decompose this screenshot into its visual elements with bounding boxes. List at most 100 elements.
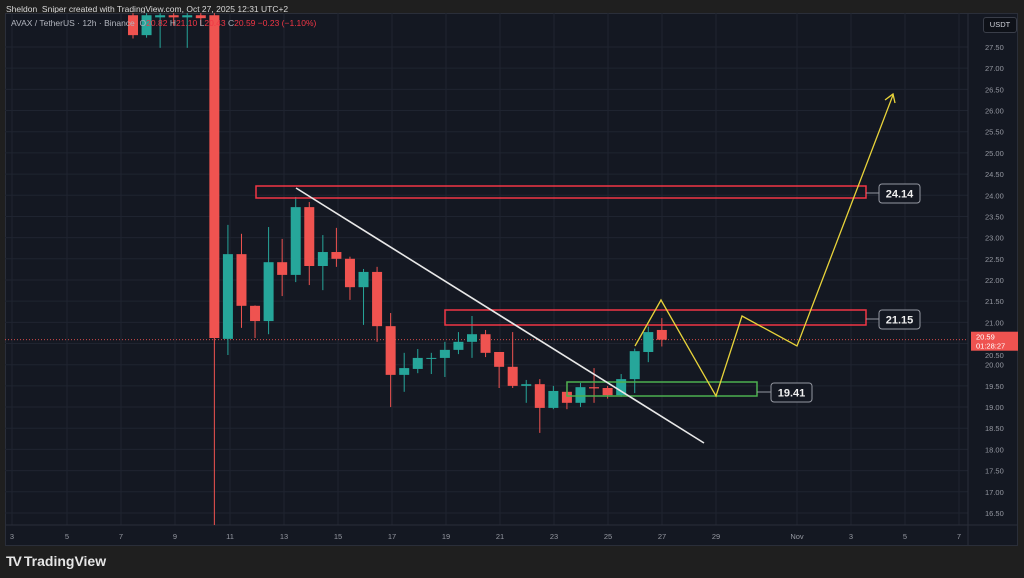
- currency-button[interactable]: USDT: [983, 17, 1017, 33]
- candle[interactable]: [616, 374, 627, 397]
- tradingview-logo[interactable]: TV TradingView: [6, 553, 106, 569]
- candle[interactable]: [548, 385, 559, 410]
- bar-countdown: 01:28:27: [976, 342, 1005, 351]
- candle-body: [141, 15, 152, 36]
- time-tick: Nov: [790, 532, 804, 541]
- candle[interactable]: [385, 313, 396, 408]
- time-tick: 19: [442, 532, 450, 541]
- candle-body: [439, 349, 450, 358]
- candle[interactable]: [331, 227, 342, 267]
- candle[interactable]: [656, 318, 667, 347]
- candle-body: [372, 271, 383, 327]
- candle[interactable]: [426, 352, 437, 375]
- candle[interactable]: [290, 196, 301, 283]
- candle[interactable]: [141, 13, 152, 38]
- time-tick: 7: [957, 532, 961, 541]
- candle[interactable]: [236, 233, 247, 328]
- candle[interactable]: [575, 382, 586, 408]
- candle[interactable]: [317, 235, 328, 291]
- candle-body: [128, 15, 138, 36]
- candle[interactable]: [399, 352, 410, 392]
- candle[interactable]: [629, 348, 640, 394]
- candle-body: [304, 207, 315, 267]
- time-tick: 11: [226, 532, 234, 541]
- candle[interactable]: [643, 326, 654, 363]
- price-tick: 22.00: [985, 276, 1004, 285]
- candle[interactable]: [372, 266, 383, 342]
- candle[interactable]: [128, 13, 138, 39]
- time-tick: 17: [388, 532, 396, 541]
- candle-body: [412, 357, 423, 369]
- candle[interactable]: [480, 329, 491, 358]
- time-tick: 15: [334, 532, 342, 541]
- time-axis: 3 5 7 9 11 13 15 17 19 21 23 25 27 29 Nov 3 5 7: [10, 532, 961, 541]
- candle-body: [182, 15, 193, 18]
- price-tick: 27.00: [985, 64, 1004, 73]
- candle[interactable]: [195, 13, 206, 26]
- price-tick: 25.00: [985, 149, 1004, 158]
- time-tick: 5: [65, 532, 69, 541]
- symbol-name[interactable]: AVAX / TetherUS · 12h · Binance: [11, 18, 135, 28]
- candle[interactable]: [182, 13, 193, 48]
- candle[interactable]: [222, 224, 233, 355]
- candle-body: [589, 387, 600, 389]
- price-tick: 24.00: [985, 191, 1004, 200]
- candle[interactable]: [494, 351, 505, 388]
- candle[interactable]: [358, 268, 369, 325]
- candle[interactable]: [250, 305, 261, 339]
- candle[interactable]: [344, 256, 355, 300]
- candle-body: [250, 305, 261, 322]
- candle-body: [480, 334, 491, 353]
- candle[interactable]: [277, 238, 288, 297]
- price-tick: 18.50: [985, 424, 1004, 433]
- candles: [128, 13, 667, 525]
- candle[interactable]: [453, 332, 464, 355]
- candle[interactable]: [467, 315, 477, 358]
- candle-body: [168, 15, 179, 18]
- candle[interactable]: [521, 379, 532, 403]
- current-price-value: 20.59: [976, 333, 995, 342]
- candle[interactable]: [168, 13, 179, 26]
- candle-body: [616, 379, 627, 396]
- label-box: [878, 183, 921, 204]
- candle[interactable]: [155, 13, 166, 48]
- candle-body: [399, 368, 410, 375]
- price-axis: 27.50 27.00 26.50 26.00 25.50 25.00 24.50 24.00…: [985, 43, 1004, 518]
- label-box: [878, 309, 921, 330]
- candle-body: [575, 387, 586, 403]
- candle[interactable]: [412, 349, 423, 374]
- candle[interactable]: [534, 379, 545, 433]
- candle-body: [561, 391, 572, 403]
- time-tick: 27: [658, 532, 666, 541]
- time-tick: 5: [903, 532, 907, 541]
- price-tick: 25.50: [985, 128, 1004, 137]
- resistance-zone-high: [255, 185, 867, 199]
- candle[interactable]: [507, 332, 518, 388]
- low-value: 20.43: [204, 18, 226, 28]
- candle[interactable]: [209, 13, 220, 525]
- price-tick: 17.00: [985, 488, 1004, 497]
- price-tick: 23.50: [985, 212, 1004, 221]
- tradingview-logo-icon: TV: [6, 553, 22, 569]
- price-tick: 27.50: [985, 43, 1004, 52]
- time-tick: 3: [849, 532, 853, 541]
- price-tick: 18.00: [985, 445, 1004, 454]
- candle[interactable]: [304, 202, 315, 286]
- label-box: [770, 382, 813, 403]
- candle-body: [467, 334, 477, 342]
- candle-body: [548, 390, 559, 408]
- candle-body: [277, 262, 288, 275]
- price-tick: 17.50: [985, 467, 1004, 476]
- price-tick: 19.50: [985, 382, 1004, 391]
- price-tick: 21.00: [985, 318, 1004, 327]
- candle-body: [629, 351, 640, 380]
- candle[interactable]: [439, 341, 450, 377]
- downtrend-line: [295, 187, 705, 444]
- price-tick: 20.00: [985, 361, 1004, 370]
- tradingview-wordmark: TradingView: [23, 553, 107, 569]
- candle-body: [507, 366, 518, 386]
- candle[interactable]: [263, 227, 274, 335]
- price-tick: 19.00: [985, 403, 1004, 412]
- resistance-mid-label: 21.15: [886, 315, 914, 327]
